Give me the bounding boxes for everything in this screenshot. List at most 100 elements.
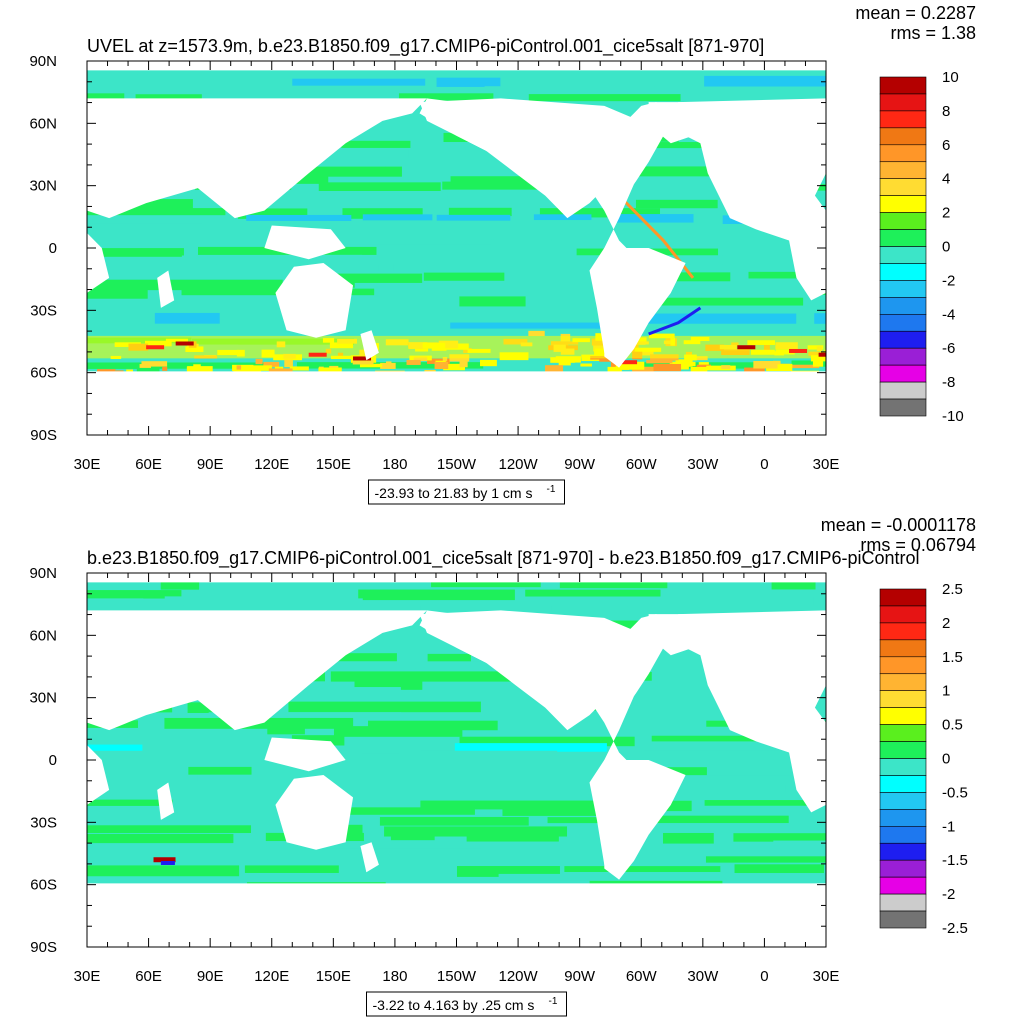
ocean-band [608, 297, 804, 306]
ocean-band [734, 864, 825, 874]
acc-cell [753, 360, 778, 369]
colorbar-swatch [879, 707, 927, 725]
ocean-band [338, 239, 492, 245]
ocean-band [292, 68, 477, 77]
ocean-band [87, 248, 184, 257]
ocean-band [405, 694, 569, 700]
x-tick-label: 90W [564, 456, 596, 473]
land-mask [589, 248, 686, 368]
acc-cell [255, 358, 263, 365]
colorbar-label: 0 [942, 751, 950, 768]
acc-cell [263, 361, 280, 368]
x-tick-label: 120E [254, 456, 289, 473]
ocean-band [87, 84, 212, 94]
colorbar-swatch [879, 330, 927, 349]
ocean-band [463, 792, 654, 799]
ocean-band [493, 239, 552, 248]
ocean-band [154, 792, 258, 802]
ocean-band [358, 589, 515, 601]
acc-cell [434, 361, 449, 370]
colorbar-label: 2.5 [942, 581, 963, 598]
ocean-band [87, 833, 234, 844]
x-tick-label: 30E [74, 456, 101, 473]
ocean-band [362, 214, 433, 221]
colorbar-swatch [879, 263, 927, 281]
acc-hotspot [737, 345, 756, 350]
x-tick-label: 0 [760, 968, 768, 985]
ocean-band [748, 271, 816, 279]
ocean-band [208, 712, 402, 723]
acc-cell [406, 359, 421, 365]
ocean-band [436, 214, 511, 221]
ocean-band [564, 866, 721, 873]
ocean-band [450, 322, 602, 329]
colorbar-label: 10 [942, 69, 959, 86]
colorbar-swatch [879, 110, 927, 129]
ocean-band [181, 255, 267, 266]
x-tick-label: 120W [498, 456, 538, 473]
colorbar-swatch [879, 297, 927, 315]
acc-cell [284, 359, 293, 368]
colorbar-swatch [879, 622, 927, 641]
colorbar-swatch [879, 859, 927, 878]
ocean-band [608, 330, 802, 341]
ocean-band [318, 182, 441, 191]
land-mask [264, 737, 346, 772]
ocean-band [436, 77, 501, 87]
land-mask [360, 330, 379, 361]
colorbar-swatch [879, 809, 927, 827]
ocean-band [87, 279, 283, 291]
range-superscript: -1 [549, 996, 558, 1007]
ocean-band [638, 850, 780, 859]
colorbar-swatch [879, 605, 927, 624]
ocean-band [468, 784, 597, 794]
ocean-band [704, 800, 816, 806]
acc-cell [443, 363, 465, 371]
ocean-band [604, 166, 734, 177]
ocean-band [286, 661, 416, 669]
ocean-band [87, 68, 138, 75]
ocean-band [420, 750, 558, 761]
colorbar-swatch [879, 212, 927, 230]
acc-hotspot [619, 360, 638, 365]
x-tick-label: 150E [316, 968, 351, 985]
panel-2: 30E 60E 90E 120E 150E 180 150W 120W 90W 60W 30W 0 30… [29, 515, 976, 1017]
ocean-band [733, 833, 826, 842]
colorbar-swatch [879, 144, 927, 163]
ocean-band [611, 214, 694, 223]
ocean-band [361, 753, 400, 763]
colorbar-swatch [879, 76, 927, 95]
ocean-band [559, 580, 668, 589]
acc-hotspot [308, 352, 327, 357]
ocean-band [459, 736, 635, 747]
boundary-current [648, 306, 702, 336]
range-superscript: -1 [547, 484, 556, 495]
acc-cell [413, 356, 428, 362]
ocean-band [533, 214, 592, 221]
colorbar-label: -4 [942, 306, 955, 323]
colorbar-label: 1 [942, 683, 950, 700]
x-tick-label: 30E [813, 456, 840, 473]
ocean-band [421, 328, 595, 335]
ocean-band [662, 832, 714, 844]
land-mask [157, 782, 175, 820]
mean-label: mean = -0.0001178 [821, 515, 976, 535]
colorbar-swatch [879, 313, 927, 332]
ocean-band [342, 208, 423, 219]
ocean-band [773, 840, 826, 850]
colorbar-swatch [879, 775, 927, 793]
acc-cell [236, 365, 242, 370]
ocean-band [502, 808, 623, 816]
colorbar-swatch [879, 724, 927, 742]
ocean-band [303, 848, 482, 858]
land-mask [275, 262, 354, 338]
ocean-band [242, 695, 375, 702]
ocean-band [608, 313, 797, 324]
x-tick-label: 90E [197, 456, 224, 473]
y-tick-label: 60S [30, 365, 57, 382]
ocean-band [636, 815, 789, 824]
x-tick-label: 120W [498, 968, 538, 985]
panel-title: UVEL at z=1573.9m, b.e23.B1850.f09_g17.C… [87, 36, 764, 57]
land-mask [87, 610, 427, 731]
ocean-band [592, 157, 787, 165]
